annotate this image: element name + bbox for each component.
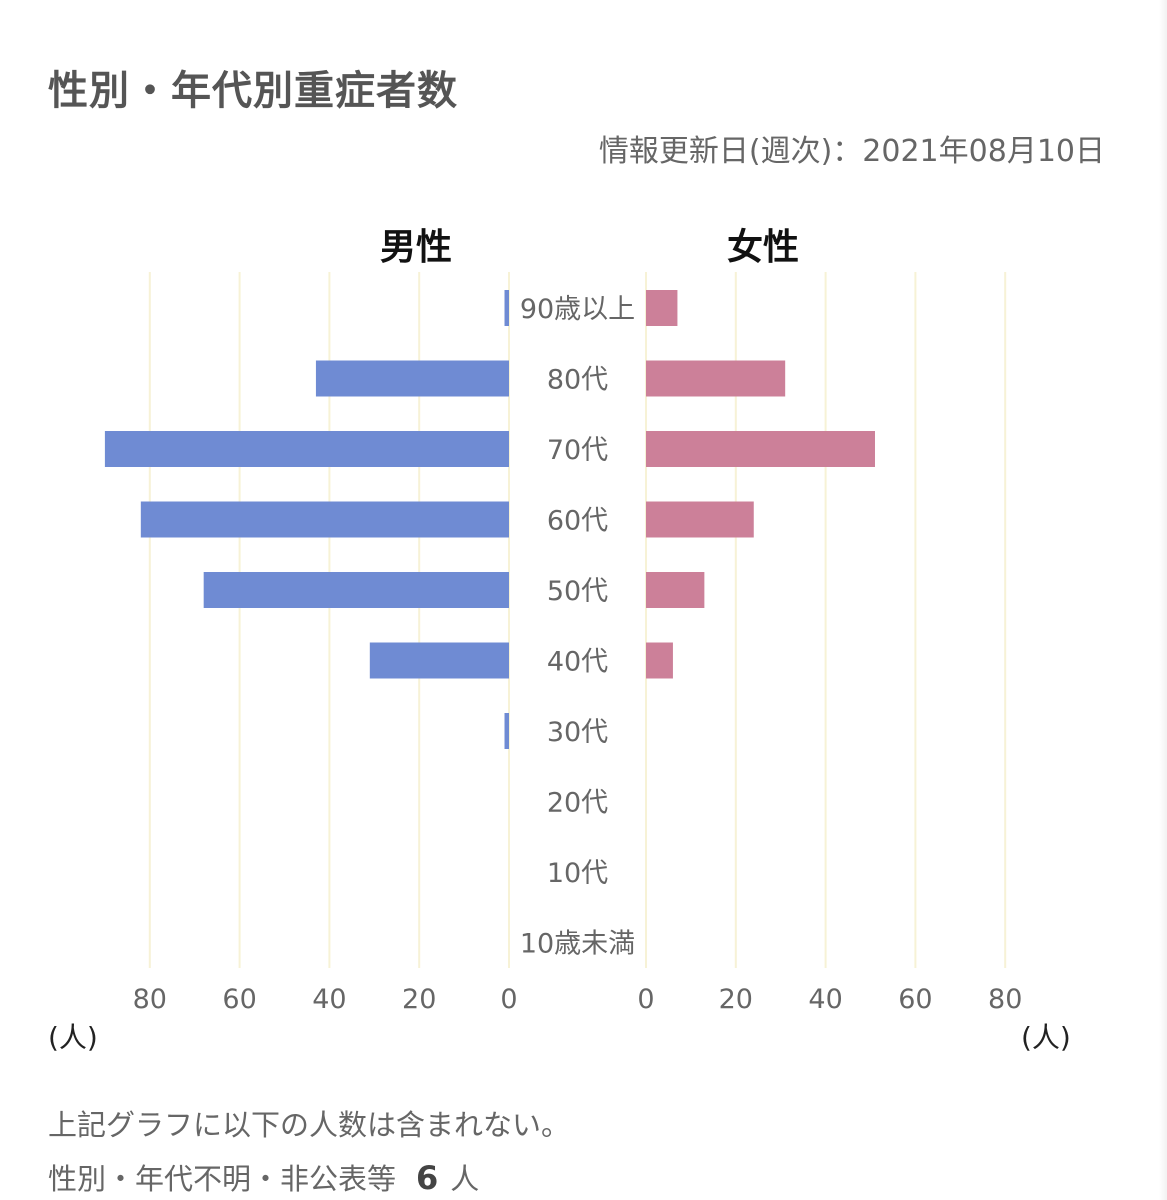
male-bar	[369, 642, 509, 679]
age-category-label: 80代	[547, 365, 608, 396]
age-category-label: 10歳未満	[520, 929, 635, 960]
female-label: 女性	[727, 227, 800, 268]
male-bar	[140, 501, 509, 538]
male-bar	[104, 431, 510, 467]
update-date: 情報更新日(週次)：2021年08月10日	[598, 134, 1105, 169]
male-tick-label: 60	[222, 984, 256, 1015]
left-axis-unit: (人)	[48, 1021, 98, 1054]
age-category-label: 30代	[547, 717, 608, 748]
excluded-count: 6	[416, 1159, 439, 1197]
female-tick-label: 40	[808, 984, 842, 1015]
age-category-label: 50代	[547, 576, 608, 607]
male-tick-label: 80	[133, 984, 167, 1015]
page-title: 性別・年代別重症者数	[48, 68, 458, 114]
female-tick-label: 0	[637, 984, 654, 1015]
male-bar	[315, 360, 509, 397]
female-bar	[646, 290, 678, 326]
female-tick-label: 80	[988, 984, 1022, 1015]
age-category-label: 40代	[547, 647, 608, 678]
female-tick-label: 20	[719, 984, 753, 1015]
female-bar	[646, 501, 754, 538]
excluded-count-line: 性別・年代不明・非公表等 6 人	[48, 1156, 479, 1198]
footnote: 上記グラフに以下の人数は含まれない。	[48, 1108, 571, 1142]
male-bar	[504, 713, 509, 749]
female-tick-label: 60	[898, 984, 932, 1015]
male-tick-label: 40	[312, 984, 346, 1015]
male-bar	[203, 572, 509, 608]
excluded-label: 性別・年代不明・非公表等	[48, 1162, 397, 1196]
right-axis-unit: (人)	[1021, 1021, 1071, 1054]
age-category-label: 90歳以上	[520, 294, 635, 325]
female-bar	[646, 572, 705, 608]
excluded-unit: 人	[450, 1162, 480, 1196]
female-bar	[646, 360, 786, 397]
age-category-label: 10代	[547, 858, 608, 889]
female-bar	[646, 431, 875, 467]
male-bar	[504, 290, 509, 326]
male-tick-label: 20	[402, 984, 436, 1015]
male-tick-label: 0	[500, 984, 517, 1015]
age-category-label: 60代	[547, 506, 608, 537]
male-label: 男性	[380, 227, 453, 268]
female-bar	[646, 642, 673, 679]
card-edge	[1159, 0, 1167, 1200]
age-category-label: 20代	[547, 788, 608, 819]
age-category-label: 70代	[547, 435, 608, 466]
